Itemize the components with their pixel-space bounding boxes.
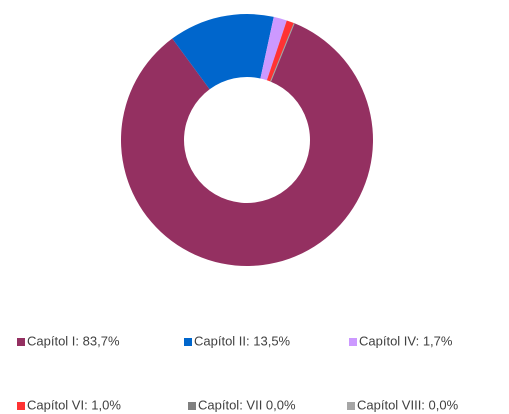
legend-label: Capítol VI: 1,0% bbox=[27, 397, 121, 412]
legend-label: Capítol VIII: 0,0% bbox=[357, 397, 459, 412]
donut-slice bbox=[121, 23, 373, 266]
legend-label: Capítol IV: 1,7% bbox=[359, 333, 453, 348]
donut-slice bbox=[266, 20, 295, 82]
legend-swatch bbox=[347, 402, 355, 410]
legend-swatch bbox=[17, 402, 25, 410]
legend-label: Capítol II: 13,5% bbox=[194, 333, 291, 348]
donut-slice bbox=[172, 14, 274, 90]
legend-swatch bbox=[349, 338, 357, 346]
legend-label: Capítol I: 83,7% bbox=[27, 333, 120, 348]
legend-swatch bbox=[188, 402, 196, 410]
legend-swatch bbox=[184, 338, 192, 346]
legend-label: Capítol: VII 0,0% bbox=[198, 397, 296, 412]
donut-slice bbox=[260, 16, 287, 81]
legend-swatch bbox=[17, 338, 25, 346]
